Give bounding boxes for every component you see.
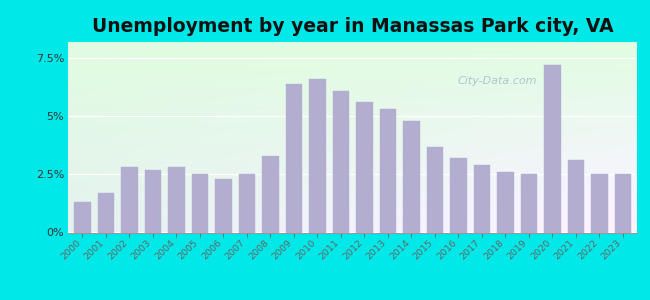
- Bar: [544, 65, 560, 232]
- Bar: [309, 79, 326, 232]
- Bar: [285, 84, 302, 232]
- Bar: [333, 91, 349, 232]
- Bar: [192, 174, 208, 232]
- Bar: [262, 156, 279, 232]
- Bar: [145, 170, 161, 232]
- Bar: [74, 202, 90, 232]
- Bar: [426, 146, 443, 232]
- Bar: [521, 174, 537, 232]
- Text: City-Data.com: City-Data.com: [458, 76, 538, 86]
- Bar: [356, 102, 372, 232]
- Bar: [98, 193, 114, 232]
- Bar: [215, 179, 231, 232]
- Bar: [380, 110, 396, 232]
- Bar: [497, 172, 514, 232]
- Bar: [474, 165, 490, 232]
- Bar: [121, 167, 138, 232]
- Bar: [403, 121, 420, 232]
- Bar: [615, 174, 631, 232]
- Title: Unemployment by year in Manassas Park city, VA: Unemployment by year in Manassas Park ci…: [92, 17, 614, 36]
- Bar: [591, 174, 608, 232]
- Bar: [567, 160, 584, 232]
- Bar: [168, 167, 185, 232]
- Bar: [239, 174, 255, 232]
- Bar: [450, 158, 467, 232]
